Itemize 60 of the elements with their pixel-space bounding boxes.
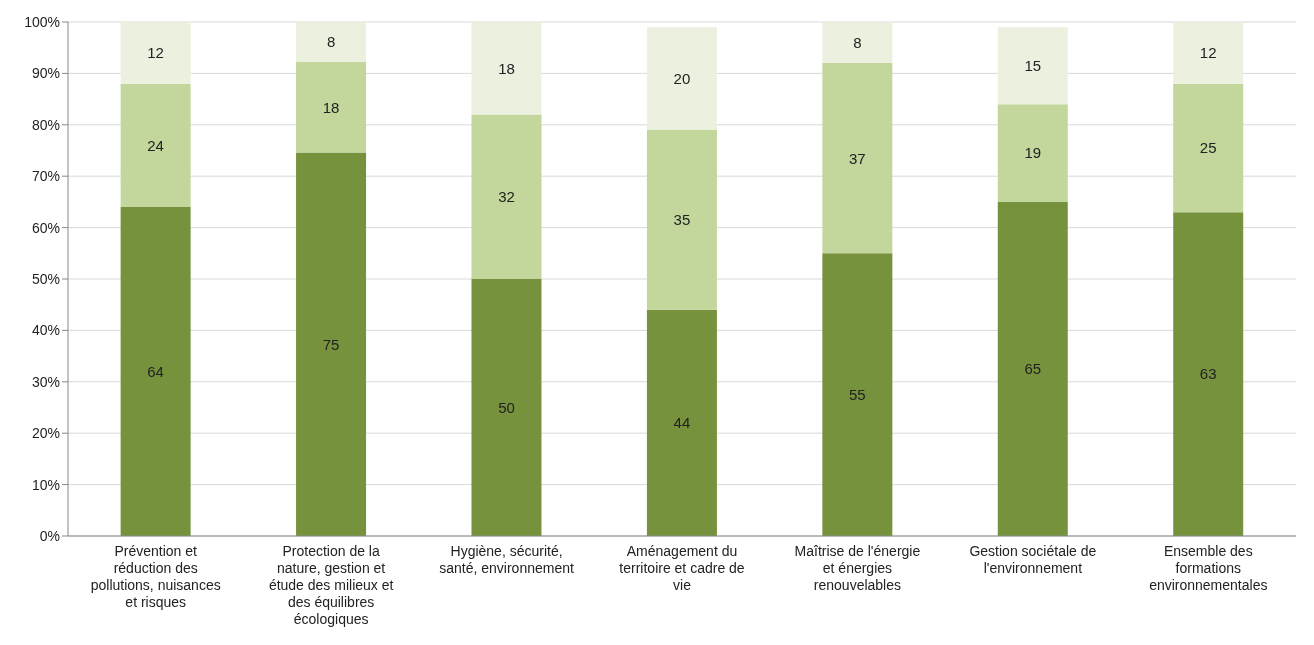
bar	[822, 253, 893, 536]
bar	[646, 309, 717, 536]
bar	[822, 22, 893, 64]
y-tick-label: 20%	[31, 425, 60, 442]
bar	[997, 27, 1068, 105]
bar	[646, 129, 717, 310]
x-tick-label: Gestion sociétale de l'environnement	[969, 543, 1097, 576]
data-label: 55	[849, 385, 866, 403]
y-tick-label: 100%	[24, 13, 60, 30]
bar	[120, 83, 191, 208]
bar	[1173, 212, 1244, 536]
data-label: 18	[498, 59, 515, 77]
data-label: 12	[1199, 44, 1217, 62]
y-tick-label: 40%	[31, 322, 60, 339]
bar	[997, 201, 1068, 536]
bar	[471, 22, 542, 115]
bar	[296, 152, 367, 536]
y-tick-label: 30%	[31, 373, 60, 390]
bar	[997, 104, 1068, 202]
x-tick-label: Protection de la nature, gestion et étude des milieux et des équilibres écologiques	[268, 543, 394, 627]
x-tick-label: Hygiène, sécurité, santé, environnement	[439, 543, 574, 576]
x-tick-label: Prévention et réduction des pollutions, nuisances et risques	[90, 543, 221, 610]
y-tick-label: 50%	[31, 270, 60, 287]
bar	[471, 279, 542, 536]
data-label: 8	[853, 33, 862, 51]
data-label: 20	[673, 69, 691, 87]
x-tick-label: Maîtrise de l'énergie et énergies renouvelables	[794, 543, 921, 593]
data-label: 32	[498, 188, 515, 206]
bar	[1173, 22, 1244, 84]
y-tick-label: 0%	[39, 527, 60, 544]
y-tick-label: 80%	[31, 116, 60, 133]
y-tick-label: 10%	[31, 476, 60, 493]
data-label: 18	[322, 98, 340, 116]
data-label: 24	[147, 136, 164, 154]
bar	[296, 22, 367, 63]
data-label: 12	[147, 44, 164, 62]
bar	[822, 63, 893, 254]
x-tick-label: Aménagement du territoire et cadre de vie	[619, 543, 745, 593]
data-label: 65	[1024, 360, 1042, 378]
data-label: 37	[849, 149, 866, 167]
bar	[296, 62, 367, 153]
data-label: 50	[498, 398, 515, 416]
data-label: 75	[322, 335, 340, 353]
y-tick-label: 70%	[31, 168, 60, 185]
data-label: 25	[1199, 139, 1217, 157]
y-tick-label: 90%	[31, 65, 60, 82]
bar	[120, 22, 191, 84]
y-tick-label: 60%	[31, 219, 60, 236]
bar	[646, 27, 717, 130]
data-label: 44	[673, 414, 691, 432]
data-label: 8	[326, 33, 336, 51]
data-label: 63	[1199, 365, 1217, 383]
x-tick-label: Ensemble des formations environnementales	[1149, 543, 1268, 593]
bar	[1173, 83, 1244, 213]
data-label: 19	[1024, 144, 1042, 162]
bar	[471, 114, 542, 279]
data-label: 64	[147, 362, 164, 380]
data-label: 35	[673, 211, 691, 229]
data-label: 15	[1024, 57, 1042, 75]
bar	[120, 207, 191, 536]
